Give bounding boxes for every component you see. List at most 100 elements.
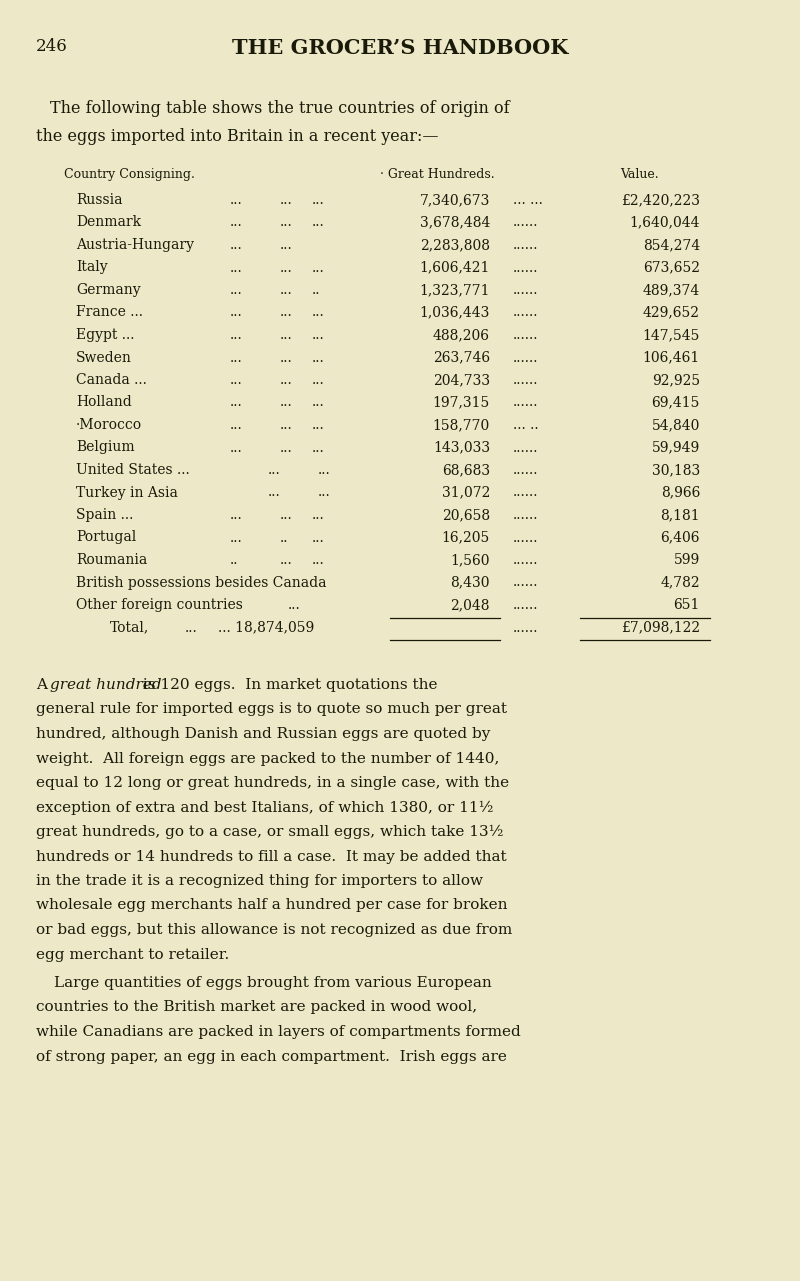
Text: ...: ...	[312, 509, 325, 521]
Text: ...: ...	[280, 305, 293, 319]
Text: United States ...: United States ...	[76, 462, 190, 477]
Text: Canada ...: Canada ...	[76, 373, 147, 387]
Text: ......: ......	[513, 260, 538, 274]
Text: Large quantities of eggs brought from various European: Large quantities of eggs brought from va…	[54, 976, 492, 990]
Text: is 120 eggs.  In market quotations the: is 120 eggs. In market quotations the	[138, 678, 438, 692]
Text: ......: ......	[513, 553, 538, 567]
Text: Total,: Total,	[110, 620, 150, 634]
Text: 158,770: 158,770	[433, 418, 490, 432]
Text: Denmark: Denmark	[76, 215, 141, 229]
Text: ...: ...	[280, 215, 293, 229]
Text: 7,340,673: 7,340,673	[420, 193, 490, 208]
Text: ...: ...	[230, 193, 242, 208]
Text: 59,949: 59,949	[652, 441, 700, 455]
Text: ......: ......	[513, 530, 538, 544]
Text: THE GROCER’S HANDBOOK: THE GROCER’S HANDBOOK	[232, 38, 568, 58]
Text: 246: 246	[36, 38, 68, 55]
Text: ... ..: ... ..	[513, 418, 538, 432]
Text: 147,545: 147,545	[642, 328, 700, 342]
Text: ......: ......	[513, 462, 538, 477]
Text: 69,415: 69,415	[652, 396, 700, 410]
Text: general rule for imported eggs is to quote so much per great: general rule for imported eggs is to quo…	[36, 702, 507, 716]
Text: France ...: France ...	[76, 305, 143, 319]
Text: in the trade it is a recognized thing for importers to allow: in the trade it is a recognized thing fo…	[36, 874, 483, 888]
Text: ......: ......	[513, 620, 538, 634]
Text: £7,098,122: £7,098,122	[621, 620, 700, 634]
Text: 143,033: 143,033	[433, 441, 490, 455]
Text: 651: 651	[674, 598, 700, 612]
Text: ...: ...	[288, 598, 301, 612]
Text: ...: ...	[312, 193, 325, 208]
Text: ...: ...	[230, 530, 242, 544]
Text: ...: ...	[185, 620, 198, 634]
Text: ...: ...	[230, 215, 242, 229]
Text: 488,206: 488,206	[433, 328, 490, 342]
Text: The following table shows the true countries of origin of: The following table shows the true count…	[50, 100, 510, 117]
Text: Roumania: Roumania	[76, 553, 147, 567]
Text: ......: ......	[513, 509, 538, 521]
Text: 8,430: 8,430	[450, 575, 490, 589]
Text: ...: ...	[230, 283, 242, 297]
Text: ......: ......	[513, 441, 538, 455]
Text: ...: ...	[230, 441, 242, 455]
Text: ......: ......	[513, 396, 538, 410]
Text: Russia: Russia	[76, 193, 122, 208]
Text: 16,205: 16,205	[442, 530, 490, 544]
Text: 106,461: 106,461	[642, 351, 700, 365]
Text: 1,606,421: 1,606,421	[420, 260, 490, 274]
Text: Italy: Italy	[76, 260, 108, 274]
Text: 2,048: 2,048	[450, 598, 490, 612]
Text: 489,374: 489,374	[642, 283, 700, 297]
Text: ......: ......	[513, 485, 538, 500]
Text: ...: ...	[280, 418, 293, 432]
Text: ...: ...	[312, 351, 325, 365]
Text: exception of extra and best Italians, of which 1380, or 11½: exception of extra and best Italians, of…	[36, 801, 494, 815]
Text: British possessions besides Canada: British possessions besides Canada	[76, 575, 326, 589]
Text: ...: ...	[312, 305, 325, 319]
Text: great hundreds, go to a case, or small eggs, which take 13½: great hundreds, go to a case, or small e…	[36, 825, 503, 839]
Text: ...: ...	[280, 238, 293, 252]
Text: ...: ...	[230, 396, 242, 410]
Text: Egypt ...: Egypt ...	[76, 328, 134, 342]
Text: 30,183: 30,183	[652, 462, 700, 477]
Text: ......: ......	[513, 575, 538, 589]
Text: 31,072: 31,072	[442, 485, 490, 500]
Text: Turkey in Asia: Turkey in Asia	[76, 485, 178, 500]
Text: while Canadians are packed in layers of compartments formed: while Canadians are packed in layers of …	[36, 1025, 521, 1039]
Text: ...: ...	[318, 485, 330, 500]
Text: ...: ...	[230, 373, 242, 387]
Text: countries to the British market are packed in wood wool,: countries to the British market are pack…	[36, 1000, 477, 1015]
Text: the eggs imported into Britain in a recent year:—: the eggs imported into Britain in a rece…	[36, 128, 438, 145]
Text: Country Consigning.: Country Consigning.	[64, 168, 195, 181]
Text: Sweden: Sweden	[76, 351, 132, 365]
Text: ......: ......	[513, 328, 538, 342]
Text: 4,782: 4,782	[660, 575, 700, 589]
Text: 854,274: 854,274	[642, 238, 700, 252]
Text: 92,925: 92,925	[652, 373, 700, 387]
Text: ...: ...	[312, 373, 325, 387]
Text: ...: ...	[280, 260, 293, 274]
Text: Spain ...: Spain ...	[76, 509, 134, 521]
Text: ... ...: ... ...	[513, 193, 543, 208]
Text: ......: ......	[513, 373, 538, 387]
Text: ... 18,874,059: ... 18,874,059	[218, 620, 314, 634]
Text: of strong paper, an egg in each compartment.  Irish eggs are: of strong paper, an egg in each compartm…	[36, 1049, 507, 1063]
Text: Portugal: Portugal	[76, 530, 136, 544]
Text: 20,658: 20,658	[442, 509, 490, 521]
Text: 263,746: 263,746	[433, 351, 490, 365]
Text: ...: ...	[230, 509, 242, 521]
Text: Other foreign countries: Other foreign countries	[76, 598, 243, 612]
Text: Holland: Holland	[76, 396, 132, 410]
Text: hundred, although Danish and Russian eggs are quoted by: hundred, although Danish and Russian egg…	[36, 728, 490, 740]
Text: ...: ...	[280, 509, 293, 521]
Text: 2,283,808: 2,283,808	[420, 238, 490, 252]
Text: 68,683: 68,683	[442, 462, 490, 477]
Text: ...: ...	[280, 553, 293, 567]
Text: ...: ...	[280, 351, 293, 365]
Text: 8,966: 8,966	[661, 485, 700, 500]
Text: ...: ...	[230, 328, 242, 342]
Text: ...: ...	[280, 328, 293, 342]
Text: ...: ...	[280, 441, 293, 455]
Text: ...: ...	[230, 351, 242, 365]
Text: ...: ...	[230, 305, 242, 319]
